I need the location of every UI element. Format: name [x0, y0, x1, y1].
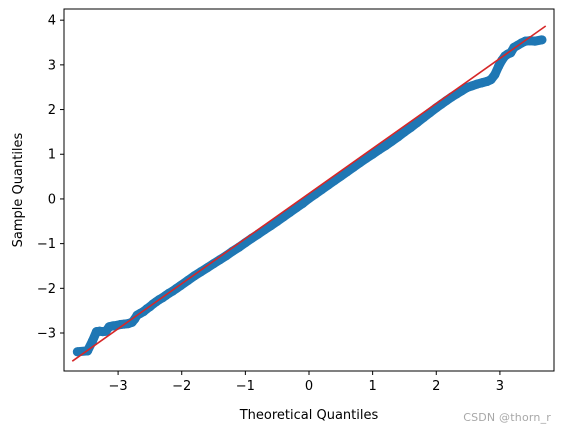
x-tick-label: 2 — [432, 379, 440, 394]
sample-point — [355, 158, 365, 168]
sample-point — [72, 347, 82, 357]
sample-point — [304, 193, 314, 203]
y-axis-label: Sample Quantiles — [11, 132, 26, 247]
watermark: CSDN @thorn_r — [463, 411, 551, 424]
sample-point — [336, 171, 346, 181]
sample-point — [329, 176, 339, 186]
sample-point — [399, 127, 409, 137]
y-tick-label: 2 — [48, 103, 56, 118]
sample-point — [291, 203, 301, 213]
sample-point — [387, 136, 397, 146]
sample-point — [285, 207, 295, 217]
sample-point — [380, 141, 390, 151]
sample-point — [272, 216, 282, 226]
x-tick-label: −2 — [172, 379, 191, 394]
sample-point — [342, 167, 352, 177]
reference-line — [71, 25, 547, 362]
sample-point — [88, 336, 98, 346]
sample-point — [393, 132, 403, 142]
y-tick-label: 0 — [48, 192, 56, 207]
sample-point — [530, 36, 540, 46]
sample-point — [537, 35, 547, 45]
sample-point — [406, 122, 416, 132]
y-tick-label: 3 — [48, 58, 56, 73]
sample-point — [412, 118, 422, 128]
sample-point — [419, 113, 429, 123]
x-axis-label: Theoretical Quantiles — [239, 408, 379, 423]
sample-point — [310, 189, 320, 199]
x-tick-label: −1 — [236, 379, 255, 394]
x-tick-label: −3 — [109, 379, 128, 394]
x-tick-label: 0 — [305, 379, 313, 394]
sample-point — [490, 70, 500, 80]
sample-point — [349, 162, 359, 172]
reference-line-group — [71, 25, 547, 362]
y-tick-label: −1 — [37, 237, 56, 252]
sample-point — [279, 212, 289, 222]
y-tick-label: 1 — [48, 148, 56, 163]
sample-point — [368, 149, 378, 159]
sample-point — [298, 198, 308, 208]
axis-ticks: −3 −2 −1 0 1 2 3 −3 −2 −1 0 1 2 3 4 — [37, 14, 504, 394]
sample-point — [317, 185, 327, 195]
y-tick-label: −3 — [37, 327, 56, 342]
y-tick-label: −2 — [37, 282, 56, 297]
sample-point — [323, 180, 333, 190]
x-tick-label: 1 — [368, 379, 376, 394]
y-tick-label: 4 — [48, 14, 56, 29]
x-tick-label: 3 — [496, 379, 504, 394]
sample-point — [266, 221, 276, 231]
